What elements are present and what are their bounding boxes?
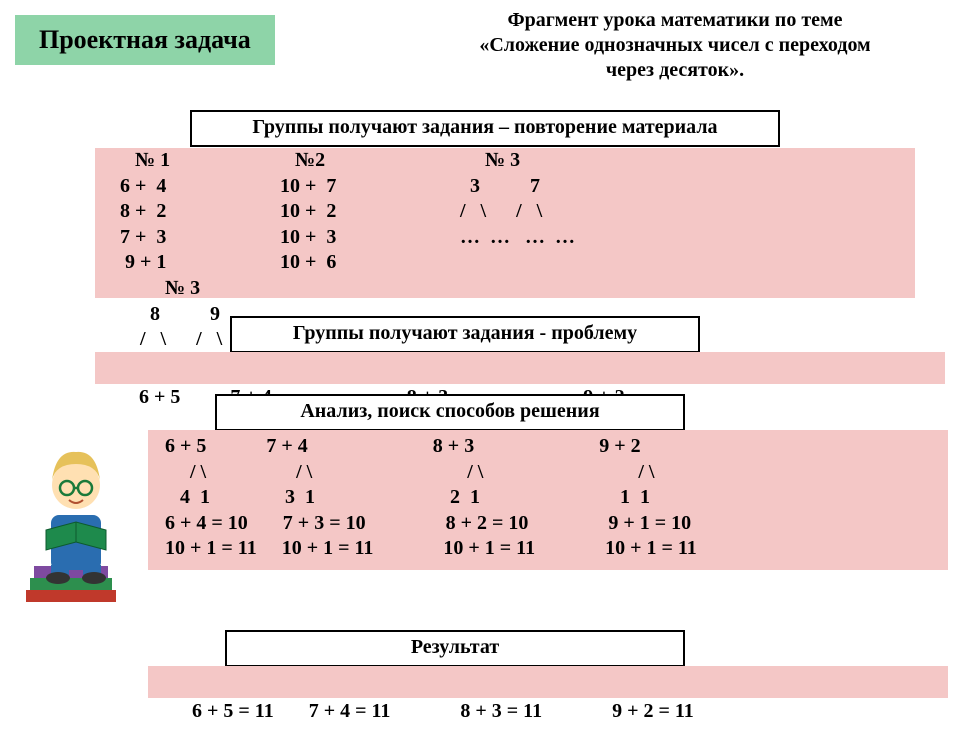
student-illustration — [6, 430, 146, 620]
analysis-l5: 10 + 1 = 11 10 + 1 = 11 10 + 1 = 11 10 +… — [160, 536, 948, 562]
group-3-l1: 3 7 — [455, 174, 665, 200]
analysis-l3: 4 1 3 1 2 1 1 1 — [160, 485, 948, 511]
group-4-head: № 3 — [135, 276, 345, 302]
stage-box-1: Группы получают задания – повторение мат… — [190, 110, 780, 147]
group-2-l4: 10 + 6 — [280, 250, 410, 276]
lesson-heading: Фрагмент урока математики по теме «Сложе… — [410, 8, 940, 83]
group-2-l2: 10 + 2 — [280, 199, 410, 225]
group-3-l3: … … … … — [455, 225, 665, 251]
group-1: № 1 6 + 4 8 + 2 7 + 3 9 + 1 — [115, 148, 245, 276]
analysis-l4: 6 + 4 = 10 7 + 3 = 10 8 + 2 = 10 9 + 1 =… — [160, 511, 948, 537]
results-panel: 6 + 5 = 11 7 + 4 = 11 8 + 3 = 11 9 + 2 =… — [148, 666, 948, 698]
problems-panel: 6 + 5 7 + 4 8 + 3 9 + 2 — [95, 352, 945, 384]
group-3-l2: / \ / \ — [455, 199, 665, 225]
stage-1-label: Группы получают задания – повторение мат… — [252, 116, 717, 138]
stage-3-label: Анализ, поиск способов решения — [300, 400, 599, 422]
group-3-head: № 3 — [455, 148, 665, 174]
group-1-head: № 1 — [115, 148, 245, 174]
group-2-l3: 10 + 3 — [280, 225, 410, 251]
groups-panel: № 1 6 + 4 8 + 2 7 + 3 9 + 1 №2 10 + 7 10… — [95, 148, 915, 298]
group-1-l4: 9 + 1 — [115, 250, 245, 276]
group-2-l1: 10 + 7 — [280, 174, 410, 200]
analysis-l2: / \ / \ / \ / \ — [160, 460, 948, 486]
stage-box-2: Группы получают задания - проблему — [230, 316, 700, 353]
group-3: № 3 3 7 / \ / \ … … … … — [455, 148, 665, 250]
stage-4-label: Результат — [411, 636, 499, 658]
group-2: №2 10 + 7 10 + 2 10 + 3 10 + 6 — [280, 148, 410, 276]
heading-line1: Фрагмент урока математики по теме — [410, 8, 940, 33]
heading-line3: через десяток». — [410, 58, 940, 83]
group-1-l3: 7 + 3 — [115, 225, 245, 251]
page: Проектная задача Фрагмент урока математи… — [0, 0, 960, 720]
analysis-l1: 6 + 5 7 + 4 8 + 3 9 + 2 — [160, 434, 948, 460]
group-1-l2: 8 + 2 — [115, 199, 245, 225]
stage-box-4: Результат — [225, 630, 685, 667]
stage-box-3: Анализ, поиск способов решения — [215, 394, 685, 431]
group-1-l1: 6 + 4 — [115, 174, 245, 200]
heading-line2: «Сложение однозначных чисел с переходом — [410, 33, 940, 58]
group-2-head: №2 — [280, 148, 410, 174]
stage-2-label: Группы получают задания - проблему — [293, 322, 637, 344]
title-box: Проектная задача — [15, 15, 275, 65]
results-text: 6 + 5 = 11 7 + 4 = 11 8 + 3 = 11 9 + 2 =… — [192, 700, 694, 722]
title-text: Проектная задача — [39, 25, 251, 54]
analysis-panel: 6 + 5 7 + 4 8 + 3 9 + 2 / \ / \ / \ / \ … — [148, 430, 948, 570]
